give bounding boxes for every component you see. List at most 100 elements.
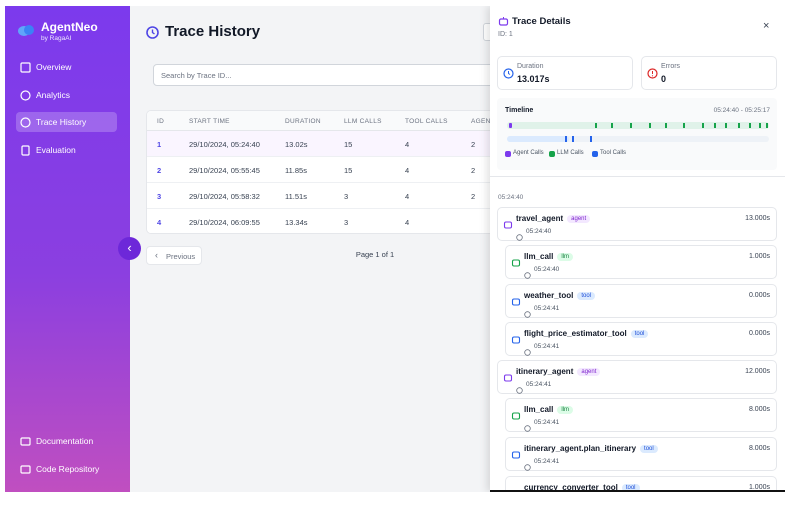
nav-item[interactable]: Overview — [16, 57, 117, 77]
span-name: itinerary_agent.plan_itinerary — [524, 444, 637, 453]
span-icon — [511, 447, 521, 465]
column-header: TOOL CALLS — [405, 118, 448, 125]
span-item[interactable]: flight_price_estimator_tool tool 0.000s 05:… — [505, 322, 777, 356]
sidebar: AgentNeo by RagaAI Overview Analytics Trac… — [5, 6, 130, 492]
table-cell: 1 — [157, 140, 162, 149]
logo — [18, 25, 34, 36]
timeline: Timeline 05:24:40 - 05:25:17 Agent Calls… — [497, 98, 777, 170]
timeline-event — [683, 123, 685, 128]
span-name-row: itinerary_agent agent — [516, 367, 601, 376]
column-header: DURATION — [285, 118, 321, 125]
app: AgentNeo by RagaAI Overview Analytics Trac… — [5, 6, 785, 492]
span-item[interactable]: currency_converter_tool tool 1.000s — [505, 476, 777, 491]
legend-swatch — [592, 151, 598, 157]
table-row[interactable] — [147, 157, 495, 183]
collapse-button[interactable]: ‹ — [118, 237, 141, 260]
timeline-event — [565, 136, 567, 142]
span-icon — [511, 332, 521, 350]
span-duration: 13.000s — [745, 215, 770, 222]
legend-label: Tool Calls — [600, 150, 627, 156]
span-duration: 8.000s — [748, 406, 770, 413]
previous-button[interactable]: ‹ Previous — [146, 246, 202, 265]
nav-label: Code Repository — [36, 464, 100, 474]
table-cell: 4 — [405, 166, 410, 175]
span-duration: 1.000s — [748, 253, 770, 260]
table-cell: 4 — [157, 218, 162, 227]
timeline-event — [738, 123, 740, 128]
main-content: Trace History Search by Trace ID... ID ST… — [130, 6, 498, 492]
column-header: START TIME — [189, 118, 230, 125]
span-tag: tool — [640, 445, 658, 453]
nav-item[interactable]: Code Repository — [16, 459, 117, 479]
table-cell: 2 — [471, 166, 476, 175]
span-name-row: currency_converter_tool tool — [524, 483, 640, 490]
timeline-track — [507, 122, 769, 129]
nav-item[interactable]: Documentation — [16, 431, 117, 451]
span-duration: 0.000s — [748, 330, 770, 337]
close-button[interactable]: × — [763, 20, 770, 32]
span-item[interactable]: llm_call llm 1.000s 05:24:40 — [505, 245, 777, 279]
table-cell: 11.51s — [285, 192, 307, 201]
span-time: 05:24:41 — [534, 343, 560, 350]
group-time: 05:24:40 — [498, 194, 524, 201]
table-cell: 29/10/2024, 06:09:55 — [189, 218, 260, 227]
table-cell: 29/10/2024, 05:24:40 — [189, 140, 260, 149]
timeline-event — [649, 123, 651, 128]
table-row[interactable] — [147, 131, 495, 157]
span-name: llm_call — [524, 252, 554, 261]
timeline-title: Timeline — [505, 107, 534, 114]
timeline-event — [766, 123, 768, 128]
clock-icon — [524, 343, 531, 361]
table-cell: 2 — [471, 140, 476, 149]
span-duration: 12.000s — [745, 368, 770, 375]
page-indicator: Page 1 of 1 — [355, 250, 395, 259]
table-row[interactable] — [147, 183, 495, 209]
table-cell: 4 — [405, 218, 410, 227]
span-time: 05:24:40 — [534, 266, 560, 273]
timeline-event — [759, 123, 761, 128]
clock-icon — [524, 458, 531, 476]
span-name: travel_agent — [516, 214, 564, 223]
nav-item[interactable]: Analytics — [16, 85, 117, 105]
card-value: 0 — [661, 74, 667, 84]
legend-swatch — [549, 151, 555, 157]
timeline-event — [749, 123, 751, 128]
table-cell: 4 — [405, 140, 410, 149]
table-cell: 15 — [344, 140, 353, 149]
table-cell: 13.02s — [285, 140, 308, 149]
span-tag: agent — [577, 368, 601, 376]
search-input[interactable]: Search by Trace ID... — [153, 64, 498, 86]
duration-card: Duration 13.017s — [497, 56, 633, 90]
card-value: 13.017s — [517, 74, 550, 84]
span-item[interactable]: itinerary_agent.plan_itinerary tool 8.000s… — [505, 437, 777, 471]
nav-label: Evaluation — [36, 145, 76, 155]
table-cell: 3 — [344, 218, 349, 227]
span-name-row: llm_call llm — [524, 252, 574, 261]
nav-item[interactable]: Trace History — [16, 112, 117, 132]
span-duration: 1.000s — [748, 484, 770, 491]
timeline-event — [590, 136, 592, 142]
table-cell: 3 — [344, 192, 349, 201]
span-item[interactable]: weather_tool tool 0.000s 05:24:41 — [505, 284, 777, 318]
span-item[interactable]: llm_call llm 8.000s 05:24:41 — [505, 398, 777, 432]
span-icon — [503, 217, 513, 235]
nav-item[interactable]: Evaluation — [16, 140, 117, 160]
table-row[interactable] — [147, 209, 495, 233]
clock-icon — [503, 68, 514, 79]
span-tag: llm — [557, 406, 574, 414]
legend-label: LLM Calls — [557, 150, 584, 156]
table-cell: 2 — [157, 166, 162, 175]
span-name-row: flight_price_estimator_tool tool — [524, 329, 649, 338]
timeline-event — [611, 123, 613, 128]
table-cell: 15 — [344, 166, 353, 175]
span-item[interactable]: travel_agent agent 13.000s 05:24:40 — [497, 207, 777, 241]
span-name-row: llm_call llm — [524, 405, 574, 414]
span-tag: tool — [621, 484, 640, 490]
column-header: ID — [157, 118, 165, 125]
span-icon — [511, 408, 521, 426]
trace-table: ID START TIME DURATION LLM CALLS TOOL CALLS A… — [146, 110, 496, 234]
nav-label: Trace History — [36, 117, 87, 127]
span-item[interactable]: itinerary_agent agent 12.000s 05:24:41 — [497, 360, 777, 394]
error-icon — [647, 68, 658, 79]
timeline-event — [595, 123, 597, 128]
